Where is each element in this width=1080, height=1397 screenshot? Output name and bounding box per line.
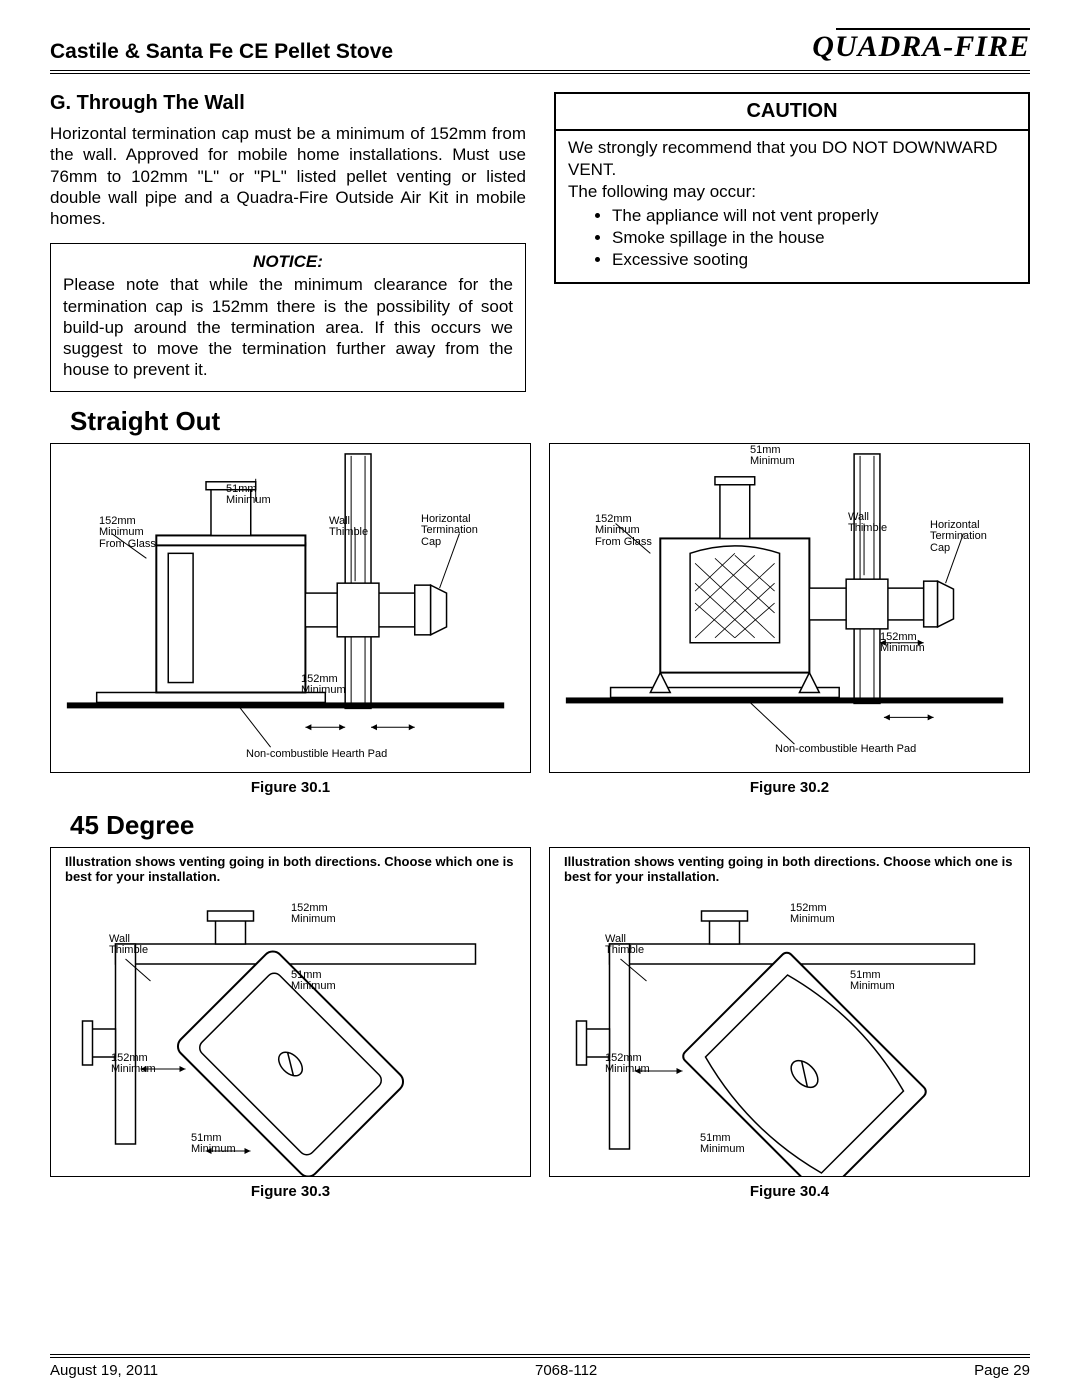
label-51mm: 51mm Minimum bbox=[700, 1133, 745, 1156]
notice-body: Please note that while the minimum clear… bbox=[63, 274, 513, 380]
label-wall-thimble: Wall Thimble bbox=[848, 512, 887, 535]
diagram-icon bbox=[51, 889, 530, 1177]
caution-box: CAUTION We strongly recommend that you D… bbox=[554, 92, 1030, 284]
straight-out-row: 51mm Minimum 152mm Minimum From Glass Wa… bbox=[50, 443, 1030, 796]
doc-title: Castile & Santa Fe CE Pellet Stove bbox=[50, 40, 393, 64]
caution-item: Excessive sooting bbox=[612, 249, 1016, 271]
diagram-note: Illustration shows venting going in both… bbox=[51, 848, 530, 889]
label-152mm: 152mm Minimum bbox=[111, 1053, 156, 1076]
caution-follow: The following may occur: bbox=[568, 181, 1016, 203]
caution-lead: We strongly recommend that you DO NOT DO… bbox=[568, 137, 1016, 181]
page-footer: August 19, 2011 7068-112 Page 29 bbox=[50, 1354, 1030, 1379]
figure-30-1-caption: Figure 30.1 bbox=[50, 779, 531, 796]
figure-30-3: Illustration shows venting going in both… bbox=[50, 847, 531, 1177]
diagram-icon bbox=[550, 444, 1029, 772]
section-g-body: Horizontal termination cap must be a min… bbox=[50, 123, 526, 229]
label-hearth-pad: Non-combustible Hearth Pad bbox=[246, 749, 387, 761]
label-wall-thimble: Wall Thimble bbox=[109, 934, 148, 957]
label-51mm: 51mm Minimum bbox=[226, 484, 271, 507]
label-51mm: 51mm Minimum bbox=[850, 970, 895, 993]
caution-item: Smoke spillage in the house bbox=[612, 227, 1016, 249]
figure-30-2: 51mm Minimum 152mm Minimum From Glass Wa… bbox=[549, 443, 1030, 773]
caution-title: CAUTION bbox=[556, 94, 1028, 131]
label-wall-thimble: Wall Thimble bbox=[605, 934, 644, 957]
label-152mm: 152mm Minimum bbox=[291, 903, 336, 926]
label-wall-thimble: Wall Thimble bbox=[329, 516, 368, 539]
footer-doc-number: 7068-112 bbox=[535, 1362, 597, 1379]
label-152mm-glass: 152mm Minimum From Glass bbox=[99, 516, 156, 551]
intro-columns: G. Through The Wall Horizontal terminati… bbox=[50, 92, 1030, 392]
label-152mm: 152mm Minimum bbox=[790, 903, 835, 926]
diagram-icon bbox=[550, 889, 1029, 1177]
brand-logo: Quadra-Fire bbox=[812, 28, 1030, 64]
notice-title: NOTICE: bbox=[63, 252, 513, 272]
45-degree-heading: 45 Degree bbox=[70, 810, 1030, 841]
right-col: CAUTION We strongly recommend that you D… bbox=[554, 92, 1030, 392]
label-horiz-cap: Horizontal Termination Cap bbox=[930, 520, 987, 555]
label-horiz-cap: Horizontal Termination Cap bbox=[421, 514, 478, 549]
label-152mm: 152mm Minimum bbox=[605, 1053, 650, 1076]
diagram-icon bbox=[51, 444, 530, 772]
footer-date: August 19, 2011 bbox=[50, 1362, 158, 1379]
label-51mm: 51mm Minimum bbox=[291, 970, 336, 993]
section-g-heading: G. Through The Wall bbox=[50, 92, 526, 115]
figure-30-1: 51mm Minimum 152mm Minimum From Glass Wa… bbox=[50, 443, 531, 773]
left-col: G. Through The Wall Horizontal terminati… bbox=[50, 92, 526, 392]
caution-item: The appliance will not vent properly bbox=[612, 205, 1016, 227]
page-header: Castile & Santa Fe CE Pellet Stove Quadr… bbox=[50, 28, 1030, 74]
figure-30-4: Illustration shows venting going in both… bbox=[549, 847, 1030, 1177]
label-51mm: 51mm Minimum bbox=[191, 1133, 236, 1156]
caution-list: The appliance will not vent properly Smo… bbox=[568, 205, 1016, 271]
label-152mm: 152mm Minimum bbox=[880, 632, 925, 655]
45-degree-row: Illustration shows venting going in both… bbox=[50, 847, 1030, 1200]
figure-30-2-caption: Figure 30.2 bbox=[549, 779, 1030, 796]
straight-out-heading: Straight Out bbox=[70, 406, 1030, 437]
notice-box: NOTICE: Please note that while the minim… bbox=[50, 243, 526, 391]
label-152mm: 152mm Minimum bbox=[301, 674, 346, 697]
label-152mm-glass: 152mm Minimum From Glass bbox=[595, 514, 652, 549]
footer-page: Page 29 bbox=[974, 1362, 1030, 1379]
label-51mm: 51mm Minimum bbox=[750, 445, 795, 468]
label-hearth-pad: Non-combustible Hearth Pad bbox=[775, 744, 916, 756]
figure-30-3-caption: Figure 30.3 bbox=[50, 1183, 531, 1200]
caution-body: We strongly recommend that you DO NOT DO… bbox=[556, 131, 1028, 282]
figure-30-4-caption: Figure 30.4 bbox=[549, 1183, 1030, 1200]
diagram-note: Illustration shows venting going in both… bbox=[550, 848, 1029, 889]
